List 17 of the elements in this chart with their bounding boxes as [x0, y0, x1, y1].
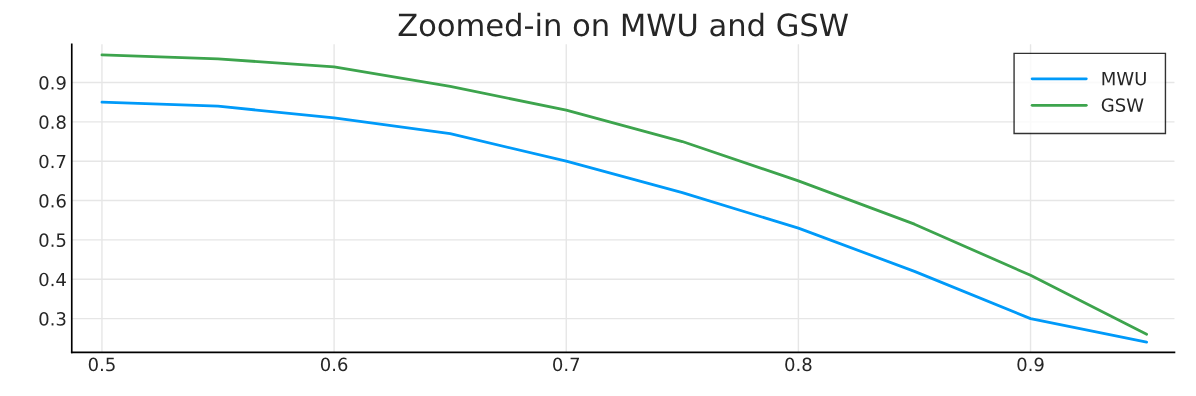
y-tick-label: 0.8	[39, 115, 66, 129]
x-tick-label: 0.6	[320, 357, 348, 372]
line-series	[100, 100, 1148, 344]
y-tick-label: 0.5	[39, 233, 66, 248]
legend-label: GSW	[1101, 98, 1144, 112]
x-tick-label: 0.5	[88, 357, 115, 372]
y-tick-label: 0.4	[39, 272, 66, 287]
line-series	[100, 53, 1148, 336]
y-tick-label: 0.7	[39, 154, 66, 169]
chart-title: Zoomed-in on MWU and GSW	[398, 12, 849, 37]
x-tick-label: 0.9	[1017, 357, 1044, 372]
y-tick-label: 0.6	[39, 194, 66, 208]
x-tick-label: 0.8	[785, 357, 812, 372]
y-tick-label: 0.9	[39, 75, 66, 90]
legend-label: MWU	[1102, 71, 1146, 86]
y-tick-label: 0.3	[39, 312, 66, 326]
x-tick-label: 0.7	[553, 357, 580, 372]
